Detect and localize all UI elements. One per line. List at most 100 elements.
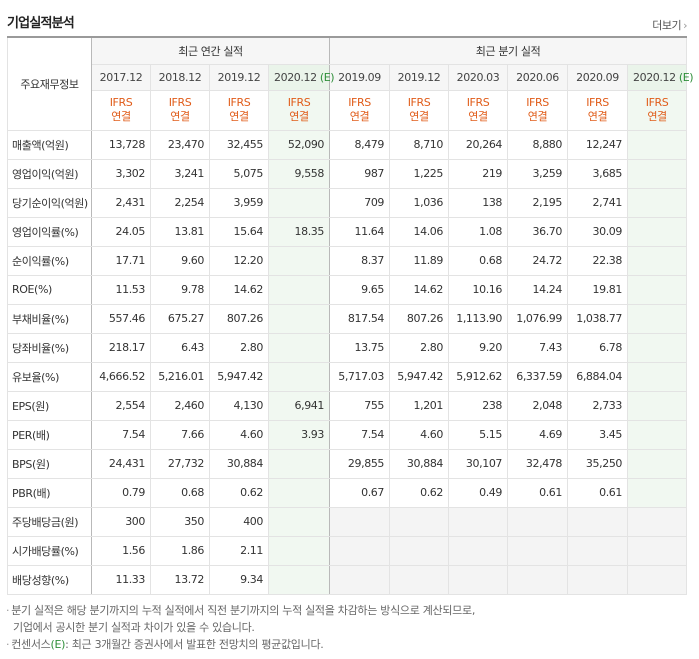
row-header-label: 주요재무정보 xyxy=(20,77,79,91)
row-label: 당기순이익(억원) xyxy=(7,187,92,218)
table-cell: 4.60 xyxy=(389,419,450,450)
table-cell: 5.15 xyxy=(448,419,509,450)
period-header: 2019.12 xyxy=(389,63,450,91)
table-cell: 1.56 xyxy=(91,535,151,566)
table-cell: 5,075 xyxy=(209,158,269,189)
period-label: 2019.12 xyxy=(217,70,261,84)
table-cell xyxy=(627,216,688,247)
row-header: 주요재무정보 xyxy=(7,36,92,131)
table-cell xyxy=(267,245,331,276)
table-cell: 13,728 xyxy=(91,129,151,160)
more-label[interactable]: 더보기 xyxy=(652,19,682,32)
table-cell: 2.80 xyxy=(389,332,450,363)
table-row: PBR(배) 0.79 0.68 0.62 0.67 0.62 0.49 0.61 0.61 xyxy=(7,477,688,508)
bullet-icon: · xyxy=(6,638,10,651)
consolidated-label: 연결 xyxy=(289,110,309,123)
table-cell: 13.81 xyxy=(150,216,210,247)
table-cell xyxy=(627,158,688,189)
table-cell: 1,038.77 xyxy=(567,303,629,334)
empty-cell xyxy=(329,535,391,566)
table-cell: 0.68 xyxy=(448,245,509,276)
table-cell xyxy=(267,448,331,479)
table-cell: 32,478 xyxy=(507,448,569,479)
table-cell: 0.61 xyxy=(507,477,569,508)
table-cell xyxy=(627,332,688,363)
period-header: 2020.12 (E) xyxy=(267,63,335,91)
table-cell: 3.45 xyxy=(567,419,629,450)
table-cell: 557.46 xyxy=(91,303,151,334)
table-cell: 238 xyxy=(448,390,509,421)
table-cell: 24,431 xyxy=(91,448,151,479)
ifrs-badge: IFRS 연결 xyxy=(567,89,629,131)
consolidated-label: 연결 xyxy=(349,110,370,123)
table-cell: 22.38 xyxy=(567,245,629,276)
row-label: 부채비율(%) xyxy=(7,303,92,334)
table-cell: 3,959 xyxy=(209,187,269,218)
table-cell xyxy=(627,245,688,276)
table-cell: 52,090 xyxy=(267,129,331,160)
empty-cell xyxy=(567,535,629,566)
period-header: 2019.12 xyxy=(209,63,269,91)
group-quarter-header: 최근 분기 실적 xyxy=(329,36,688,65)
table-cell: 24.05 xyxy=(91,216,151,247)
period-header: 2020.12 (E) xyxy=(627,63,694,91)
ifrs-badge: IFRS 연결 xyxy=(91,89,151,131)
period-header: 2020.03 xyxy=(448,63,509,91)
table-cell: 807.26 xyxy=(209,303,269,334)
group-annual-header: 최근 연간 실적 xyxy=(90,36,331,65)
table-cell: 400 xyxy=(209,506,269,537)
table-cell xyxy=(267,477,331,508)
table-row: 부채비율(%) 557.46 675.27 807.26 817.54 807.26 1,1… xyxy=(7,303,688,334)
table-cell: 1,113.90 xyxy=(448,303,509,334)
table-cell: 7.43 xyxy=(507,332,569,363)
table-cell: 8,880 xyxy=(507,129,569,160)
footnote-2: · 컨센서스(E): 최근 3개월간 증권사에서 발표한 전망치의 평균값입니다. xyxy=(6,636,696,653)
ifrs-label: IFRS xyxy=(287,96,311,109)
ifrs-badge: IFRS 연결 xyxy=(507,89,569,131)
ifrs-badge: IFRS 연결 xyxy=(627,89,688,131)
footnote-2-term: 컨센서스 xyxy=(11,638,51,651)
empty-cell xyxy=(389,535,450,566)
more-link[interactable]: 더보기 › xyxy=(652,17,687,33)
period-header: 2020.09 xyxy=(567,63,629,91)
table-cell: 30.09 xyxy=(567,216,629,247)
consolidated-label: 연결 xyxy=(170,110,190,123)
period-label: 2020.12 xyxy=(633,70,676,84)
empty-cell xyxy=(448,506,509,537)
table-cell xyxy=(627,274,688,305)
section-header: 기업실적분석 더보기 › xyxy=(0,0,699,36)
table-cell: 5,717.03 xyxy=(329,361,391,392)
empty-cell xyxy=(627,564,688,595)
empty-cell xyxy=(329,506,391,537)
ifrs-badge: IFRS 연결 xyxy=(448,89,509,131)
period-label: 2020.12 xyxy=(274,70,317,84)
empty-cell xyxy=(627,535,688,566)
table-cell: 24.72 xyxy=(507,245,569,276)
table-cell: 17.71 xyxy=(91,245,151,276)
table-cell: 0.62 xyxy=(389,477,450,508)
table-body: 매출액(억원) 13,728 23,470 32,455 52,090 8,479 8,71… xyxy=(7,129,688,595)
row-label: 유보율(%) xyxy=(7,361,92,392)
period-label: 2019.12 xyxy=(397,70,441,84)
row-label: ROE(%) xyxy=(7,274,92,305)
table-row: 주당배당금(원) 300 350 400 xyxy=(7,506,688,537)
estimate-mark: (E) xyxy=(50,638,66,651)
ifrs-label: IFRS xyxy=(407,96,431,109)
table-row: 당좌비율(%) 218.17 6.43 2.80 13.75 2.80 9.20 7.43 6.… xyxy=(7,332,688,363)
table-cell: 13.75 xyxy=(329,332,391,363)
row-label: PER(배) xyxy=(7,419,92,450)
table-cell xyxy=(267,506,331,537)
table-cell: 30,107 xyxy=(448,448,509,479)
table-cell: 817.54 xyxy=(329,303,391,334)
table-cell xyxy=(627,361,688,392)
table-cell xyxy=(267,303,331,334)
table-cell: 8,479 xyxy=(329,129,391,160)
table-cell: 6.43 xyxy=(150,332,210,363)
table-cell: 2,460 xyxy=(150,390,210,421)
table-cell: 9.78 xyxy=(150,274,210,305)
row-label: 매출액(억원) xyxy=(7,129,92,160)
table-cell: 0.49 xyxy=(448,477,509,508)
table-cell: 218.17 xyxy=(91,332,151,363)
table-cell: 11.33 xyxy=(91,564,151,595)
empty-cell xyxy=(507,535,569,566)
